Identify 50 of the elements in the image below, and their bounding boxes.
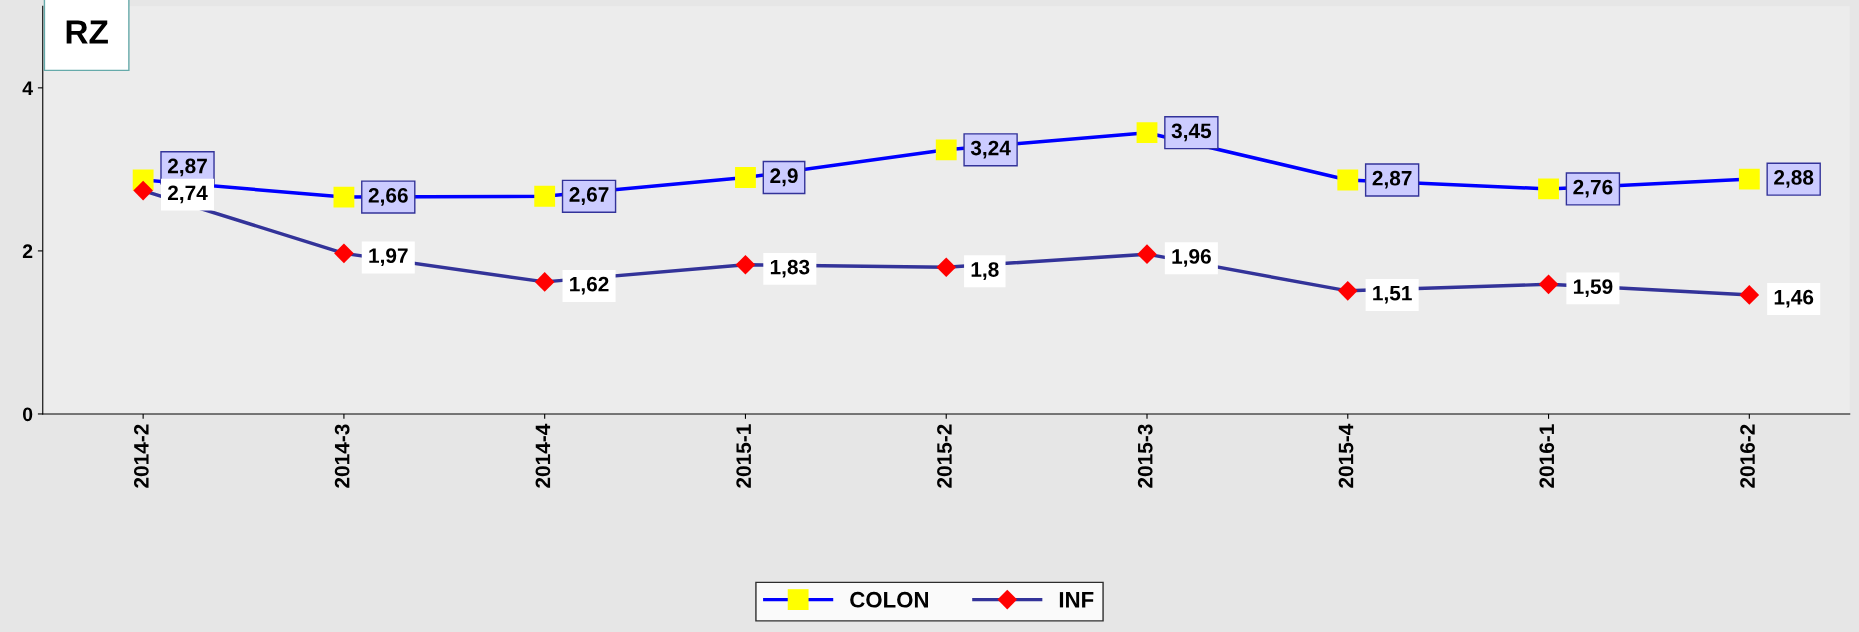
data-label: 2,88 — [1774, 170, 1814, 188]
point — [935, 139, 957, 161]
data-label: 2,66 — [368, 187, 408, 206]
x-tick-label: 2016-1 — [1539, 424, 1555, 488]
y-tick-label: 4 — [22, 81, 33, 95]
data-label: 2,74 — [167, 185, 208, 204]
point — [333, 186, 355, 208]
data-label: 1,51 — [1373, 285, 1412, 304]
data-label: 2,87 — [167, 158, 207, 177]
data-label: 1,83 — [770, 259, 810, 278]
data-label: 2,9 — [770, 168, 798, 187]
y-tick-label: 2 — [22, 244, 33, 258]
data-label: 3,24 — [970, 140, 1011, 159]
x-tick-label: 2016-2 — [1740, 424, 1755, 488]
point — [1739, 285, 1760, 305]
x-tick-label: 2014-2 — [133, 424, 149, 488]
point — [334, 243, 354, 264]
data-label: 2,67 — [569, 187, 609, 205]
point — [1337, 169, 1359, 191]
data-label: 1,97 — [369, 248, 408, 267]
data-label: 1,46 — [1774, 289, 1814, 308]
legend-label: INF — [1059, 592, 1094, 608]
data-label: 1,59 — [1573, 279, 1613, 298]
point — [1137, 244, 1157, 264]
point — [1738, 168, 1760, 190]
data-label: 1,96 — [1172, 249, 1211, 267]
point — [735, 167, 756, 188]
point — [133, 180, 153, 201]
point — [1337, 281, 1358, 301]
x-tick-label: 2015-4 — [1338, 423, 1354, 488]
y-tick-label: 0 — [22, 407, 33, 422]
x-tick-label: 2015-3 — [1137, 424, 1153, 488]
data-label: 1,62 — [570, 276, 609, 295]
legend-label: COLON — [850, 591, 929, 608]
point — [534, 272, 555, 292]
x-tick-label: 2015-1 — [736, 424, 752, 488]
point — [735, 254, 756, 275]
point — [1538, 178, 1559, 200]
x-tick-label: 2015-2 — [937, 424, 952, 488]
point — [1538, 274, 1559, 295]
x-tick-label: 2014-4 — [535, 423, 551, 488]
data-label: 3,45 — [1171, 123, 1212, 142]
data-label: 1,8 — [971, 262, 999, 280]
data-label: 2,87 — [1372, 170, 1412, 189]
data-label: 2,76 — [1573, 179, 1613, 198]
chart-title: RZ — [66, 20, 108, 44]
point — [1136, 122, 1158, 144]
point — [534, 185, 556, 207]
x-tick-label: 2014-3 — [334, 424, 350, 488]
point — [936, 257, 957, 278]
